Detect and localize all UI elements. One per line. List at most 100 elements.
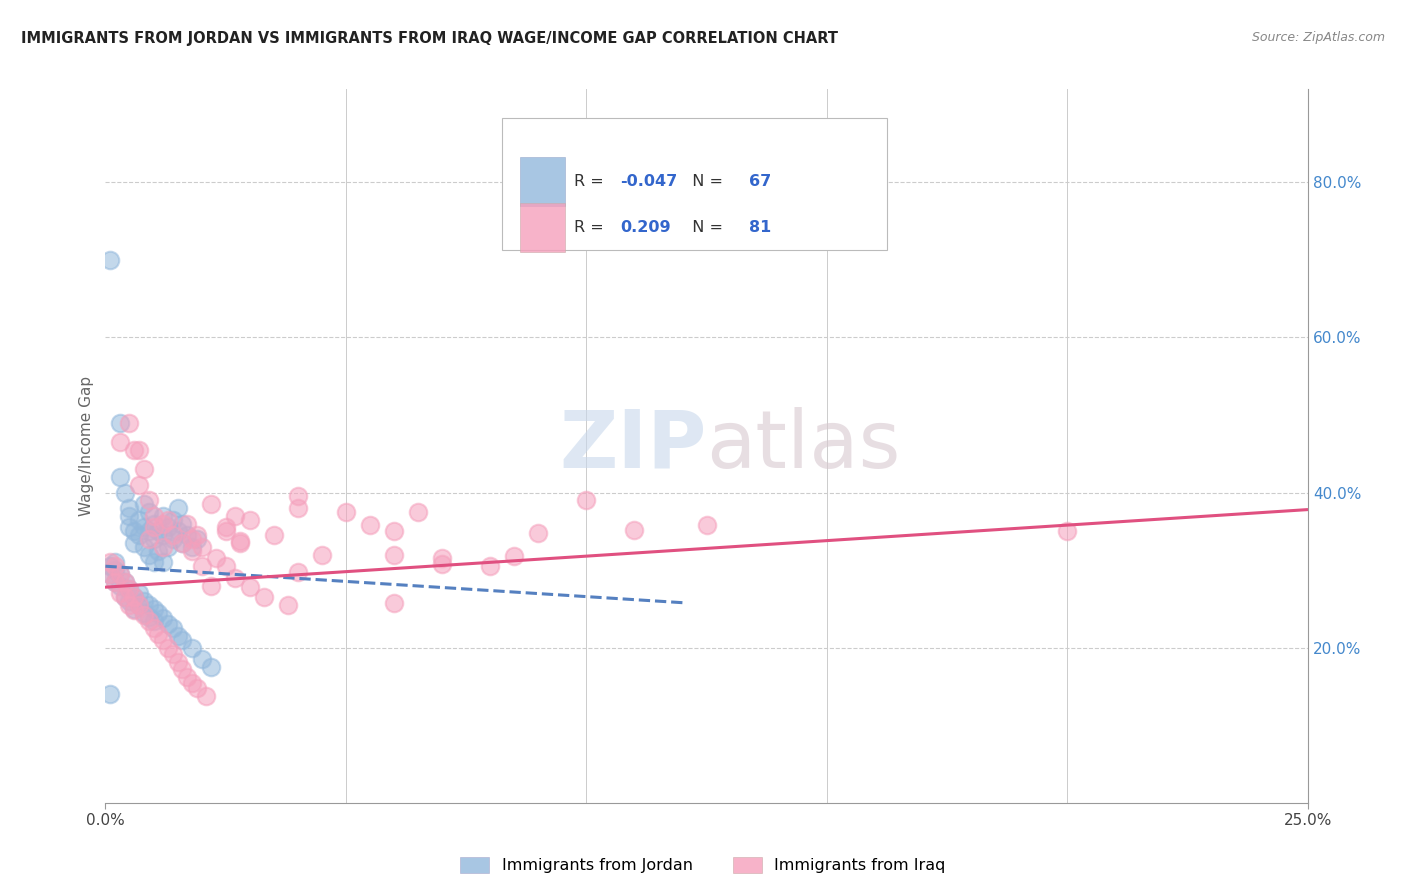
Point: [138, 548, 160, 562]
Point: [148, 626, 170, 640]
Point: [128, 513, 150, 527]
Point: [190, 540, 212, 554]
Text: ZIP: ZIP: [560, 407, 707, 485]
Point: [176, 528, 198, 542]
Point: [114, 591, 136, 605]
Point: [166, 655, 188, 669]
Point: [382, 524, 405, 539]
Point: [104, 563, 127, 577]
Text: atlas: atlas: [707, 407, 901, 485]
Point: [148, 606, 170, 620]
Point: [152, 516, 174, 531]
Point: [132, 606, 155, 620]
Point: [138, 532, 160, 546]
Point: [114, 574, 136, 589]
Point: [128, 586, 150, 600]
Point: [263, 528, 285, 542]
Point: [186, 681, 208, 695]
Point: [172, 516, 194, 531]
Point: [98, 252, 121, 267]
Point: [128, 477, 150, 491]
Point: [142, 621, 165, 635]
Point: [124, 603, 146, 617]
Point: [132, 520, 155, 534]
Point: [156, 513, 179, 527]
Point: [148, 524, 170, 539]
Point: [118, 582, 141, 597]
Point: [98, 687, 121, 701]
Point: [104, 555, 127, 569]
Point: [172, 536, 194, 550]
Point: [142, 508, 165, 523]
Point: [108, 586, 131, 600]
Point: [138, 609, 160, 624]
Point: [181, 540, 204, 554]
Point: [156, 640, 179, 655]
Point: [1056, 524, 1078, 539]
Point: [166, 629, 188, 643]
Point: [287, 490, 309, 504]
Point: [156, 540, 179, 554]
Point: [430, 551, 453, 566]
Point: [224, 571, 246, 585]
Point: [382, 548, 405, 562]
Point: [132, 462, 155, 476]
Point: [118, 416, 141, 430]
Point: [181, 532, 204, 546]
Point: [162, 532, 184, 546]
Point: [124, 536, 146, 550]
Text: Source: ZipAtlas.com: Source: ZipAtlas.com: [1251, 31, 1385, 45]
Point: [527, 525, 550, 540]
Point: [156, 520, 179, 534]
Point: [138, 505, 160, 519]
Point: [118, 520, 141, 534]
Point: [142, 614, 165, 628]
Point: [162, 513, 184, 527]
Point: [114, 574, 136, 589]
Point: [156, 617, 179, 632]
Point: [277, 598, 299, 612]
Point: [138, 598, 160, 612]
Point: [162, 621, 184, 635]
Point: [359, 518, 381, 533]
Point: [172, 662, 194, 676]
Point: [176, 670, 198, 684]
Point: [132, 594, 155, 608]
Point: [152, 540, 174, 554]
Point: [406, 505, 429, 519]
Point: [152, 611, 174, 625]
Point: [200, 497, 222, 511]
Point: [430, 557, 453, 571]
Point: [128, 598, 150, 612]
Point: [172, 632, 194, 647]
Text: R =: R =: [574, 220, 609, 235]
Point: [118, 594, 141, 608]
Point: [124, 591, 146, 605]
Point: [190, 652, 212, 666]
Point: [98, 559, 121, 574]
Point: [138, 524, 160, 539]
Point: [124, 591, 146, 605]
Point: [162, 528, 184, 542]
Point: [382, 596, 405, 610]
Point: [287, 565, 309, 579]
Point: [142, 602, 165, 616]
Point: [114, 591, 136, 605]
FancyBboxPatch shape: [520, 157, 565, 206]
Point: [239, 580, 262, 594]
Point: [229, 533, 252, 548]
Point: [190, 559, 212, 574]
Point: [128, 528, 150, 542]
Point: [128, 442, 150, 457]
Point: [142, 555, 165, 569]
Point: [200, 579, 222, 593]
Point: [108, 416, 131, 430]
Point: [181, 543, 204, 558]
Point: [108, 566, 131, 581]
Text: -0.047: -0.047: [620, 174, 678, 189]
Text: 67: 67: [748, 174, 770, 189]
Text: 0.209: 0.209: [620, 220, 671, 235]
Point: [132, 540, 155, 554]
Point: [479, 559, 502, 574]
Point: [152, 508, 174, 523]
